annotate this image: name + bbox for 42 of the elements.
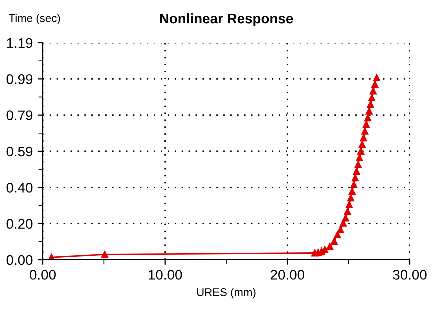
point <box>367 101 374 108</box>
point <box>356 154 364 162</box>
y-tick-label: 0.59 <box>6 146 33 157</box>
chart-title: Nonlinear Response <box>160 13 294 26</box>
point <box>353 168 360 176</box>
point <box>326 243 334 250</box>
y-axis-title: Time (sec) <box>9 14 60 24</box>
y-tick-label: 0.20 <box>6 219 33 230</box>
point <box>372 81 379 88</box>
x-axis-title: URES (mm) <box>197 288 256 299</box>
point <box>102 251 108 258</box>
point <box>354 161 362 168</box>
point <box>364 114 372 122</box>
point <box>340 220 347 227</box>
point <box>373 74 380 82</box>
point <box>348 188 356 196</box>
point <box>334 232 342 238</box>
y-tick-label: 0.79 <box>6 110 33 121</box>
point <box>344 208 352 216</box>
y-tick-label: 1.19 <box>7 38 33 48</box>
point <box>358 141 366 148</box>
point <box>368 94 376 102</box>
point <box>366 108 373 115</box>
point <box>350 181 358 188</box>
y-tick-label: 0.40 <box>6 182 33 193</box>
x-tick-label: 30.00 <box>393 270 427 280</box>
x-tick-label: 10.00 <box>149 270 182 280</box>
point <box>362 128 369 135</box>
y-tick-label: 0.00 <box>6 255 33 266</box>
point <box>346 201 353 208</box>
point <box>362 121 370 128</box>
point <box>337 226 344 234</box>
x-tick-label: 0.00 <box>30 270 56 280</box>
point <box>330 238 338 246</box>
point <box>370 88 377 95</box>
point <box>342 214 350 222</box>
point <box>352 174 359 182</box>
y-tick-label: 0.99 <box>6 74 33 84</box>
point <box>348 194 355 202</box>
point <box>358 148 365 155</box>
point <box>360 134 368 142</box>
x-tick-label: 20.00 <box>270 270 305 280</box>
